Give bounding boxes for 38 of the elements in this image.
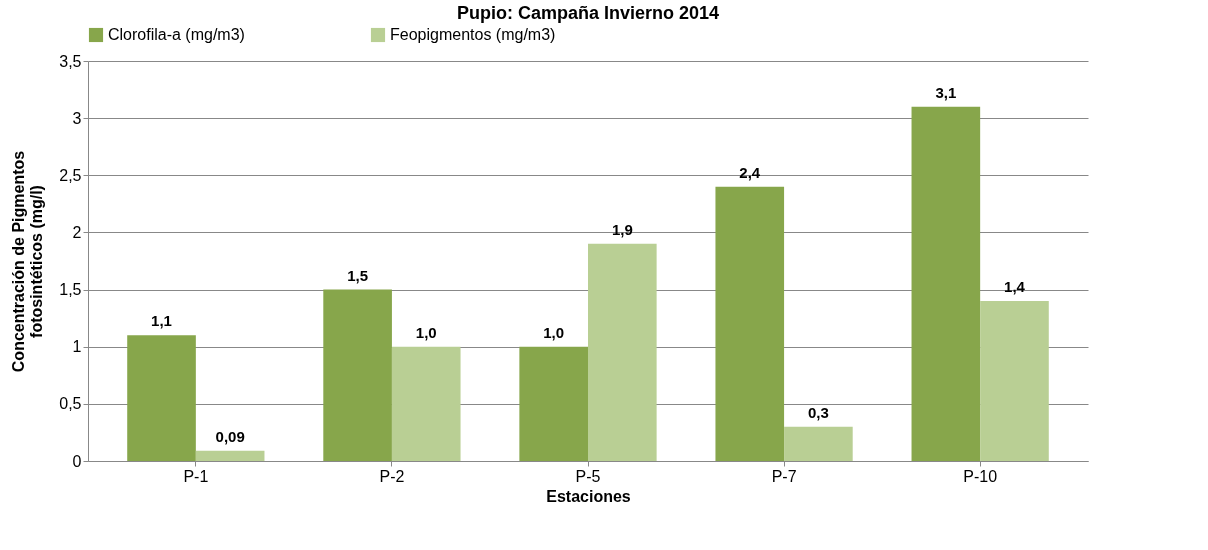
y-tick-label: 3 (72, 109, 82, 127)
data-label: 2,4 (739, 163, 761, 181)
y-tick-label: 3,5 (59, 52, 82, 70)
data-label: 1,1 (151, 312, 172, 330)
y-tick-label: 0 (72, 452, 82, 470)
y-tick-label: 1 (72, 338, 82, 356)
bar (323, 289, 392, 461)
data-label: 3,1 (935, 83, 957, 101)
data-label: 1,0 (543, 323, 565, 341)
y-tick-label: 1,5 (59, 281, 82, 299)
bar (195, 450, 265, 461)
data-label: 0,09 (215, 427, 245, 445)
bar (127, 335, 196, 461)
y-tick-label: 2,5 (59, 166, 82, 184)
legend-label: Feopigmentos (mg/m3) (390, 26, 556, 43)
bar (715, 186, 785, 461)
bar (784, 426, 853, 461)
x-tick-label: P-1 (183, 467, 209, 485)
data-label: 1,4 (1004, 278, 1026, 295)
data-label: 1,9 (611, 220, 633, 238)
y-axis-title: Concentración de Pigmentos fotosintéticos (mg/l) (10, 150, 46, 373)
x-tick-label: P-2 (379, 467, 405, 485)
chart-title: Pupio: Campaña Invierno 2014 (456, 3, 720, 23)
x-tick-label: P-5 (575, 467, 601, 485)
bar (391, 346, 461, 461)
bar (588, 243, 657, 461)
data-label: 1,0 (415, 323, 437, 341)
bar (980, 301, 1049, 461)
data-label: 0,3 (807, 403, 829, 421)
bar (911, 106, 981, 461)
bar (519, 346, 588, 461)
y-tick-label: 0,5 (59, 395, 82, 413)
x-tick-label: P-10 (963, 467, 998, 485)
x-tick-label: P-7 (771, 467, 797, 485)
legend-label: Clorofila-a (mg/m3) (108, 26, 245, 43)
x-axis-title: Estaciones (546, 487, 631, 505)
y-tick-label: 2 (72, 223, 82, 241)
data-label: 1,5 (347, 266, 369, 284)
